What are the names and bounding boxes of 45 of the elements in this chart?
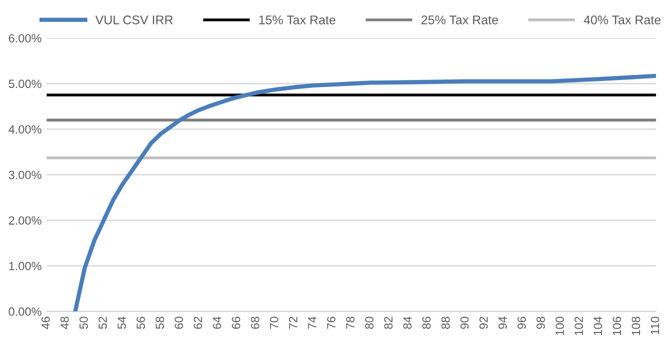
x-tick-label: 88 (441, 316, 450, 329)
x-tick-label: 68 (250, 316, 260, 329)
x-tick-label: 92 (479, 316, 488, 329)
x-tick-label: 78 (346, 316, 354, 329)
x-tick-label: 80 (365, 316, 374, 329)
x-tick-label: 72 (288, 316, 298, 329)
x-tick-label: 76 (327, 316, 336, 329)
x-tick-label: 108 (632, 316, 640, 336)
x-tick-label: 70 (270, 316, 278, 329)
x-tick-label: 90 (460, 316, 469, 329)
x-tick-label: 62 (194, 316, 202, 329)
y-tick-label: 0.00% (8, 307, 42, 316)
x-tick-label: 110 (650, 316, 660, 334)
legend-label: 25% Tax Rate (422, 15, 498, 24)
y-tick-label: 6.00% (8, 34, 42, 42)
x-tick-label: 104 (594, 316, 602, 336)
x-tick-label: 84 (403, 316, 412, 329)
x-tick-label: 60 (174, 316, 184, 329)
x-tick-label: 52 (98, 316, 107, 329)
x-tick-label: 46 (41, 316, 50, 330)
y-tick-label: 1.00% (9, 262, 42, 270)
x-tick-label: 106 (612, 316, 622, 336)
x-tick-label: 54 (118, 316, 126, 329)
x-tick-label: 94 (498, 316, 507, 329)
x-tick-label: 102 (574, 316, 584, 336)
legend-label: VUL CSV IRR (95, 15, 173, 24)
x-tick-label: 86 (422, 316, 431, 329)
x-tick-label: 74 (308, 316, 316, 329)
y-tick-label: 4.00% (8, 125, 42, 134)
y-tick-label: 2.00% (8, 216, 42, 225)
y-tick-label: 3.00% (8, 170, 42, 180)
legend-label: 15% Tax Rate (259, 16, 336, 24)
x-tick-label: 48 (60, 316, 69, 330)
x-tick-label: 58 (156, 316, 164, 329)
x-tick-label: 96 (518, 316, 526, 329)
y-tick-label: 5.00% (8, 80, 42, 88)
x-tick-label: 82 (384, 316, 393, 329)
x-tick-label: 66 (232, 316, 240, 329)
x-tick-label: 100 (556, 316, 564, 336)
x-tick-label: 98 (536, 316, 545, 329)
legend-label: 40% Tax Rate (584, 15, 661, 24)
line-series (73, 74, 656, 312)
x-tick-label: 50 (80, 316, 88, 329)
x-tick-label: 56 (136, 316, 146, 329)
x-tick-label: 64 (212, 316, 222, 329)
